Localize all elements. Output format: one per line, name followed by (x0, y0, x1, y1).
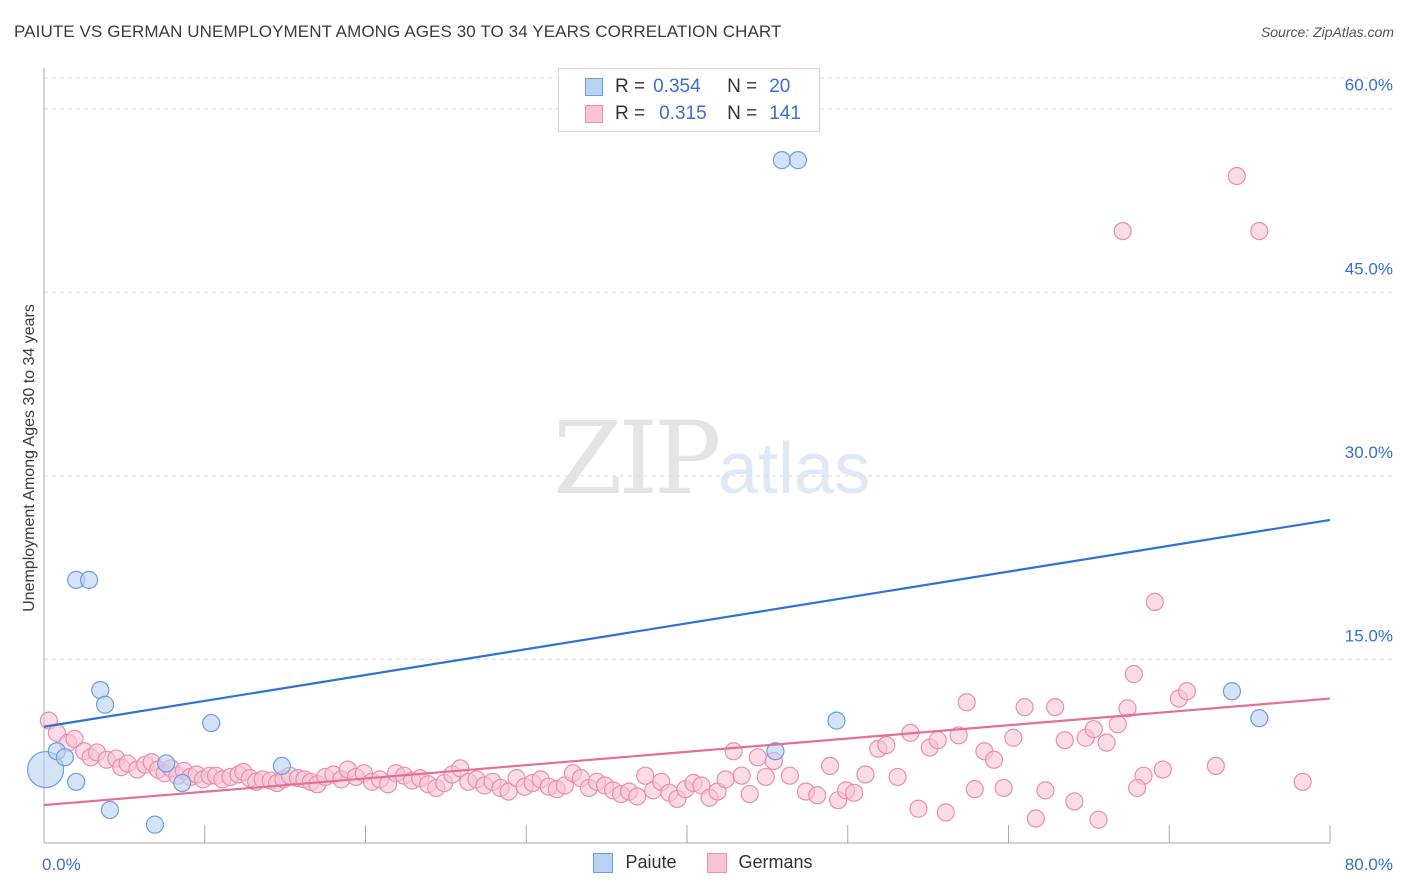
germans-point (748, 748, 767, 767)
paiute-trend-line (43, 518, 1331, 728)
germans-point (1227, 166, 1246, 186)
paiute-point (27, 750, 65, 789)
germans-point (928, 731, 947, 750)
watermark-zip: ZIP (553, 400, 721, 517)
germans-point (724, 742, 743, 761)
germans-point (1108, 715, 1127, 734)
y-tick-label: 30.0% (1345, 443, 1393, 462)
germans-point (957, 693, 976, 712)
paiute-point (95, 695, 115, 714)
chart-title: PAIUTE VS GERMAN UNEMPLOYMENT AMONG AGES… (14, 22, 782, 41)
germans-point (1015, 698, 1034, 717)
series-legend: Paiute Germans (0, 852, 1406, 873)
germans-point (888, 767, 907, 787)
source-credit: Source: ZipAtlas.com (1260, 24, 1394, 40)
germans-swatch (585, 105, 603, 123)
germans-point (994, 778, 1013, 798)
y-tick-label: 60.0% (1345, 76, 1393, 95)
r-label: R = (615, 76, 646, 97)
germans-point (1145, 592, 1164, 612)
paiute-point (157, 754, 176, 773)
y-tick-label: 45.0% (1345, 259, 1393, 278)
germans-point (1293, 772, 1312, 791)
germans-point (1026, 809, 1045, 828)
germans-point (1124, 665, 1143, 684)
paiute-point (173, 773, 192, 793)
germans-point (808, 786, 827, 805)
germans-r-value: 0.315 (659, 103, 707, 124)
germans-n-value: 141 (769, 103, 801, 124)
germans-point (1250, 221, 1269, 241)
germans-point (936, 803, 955, 822)
germans-point (1097, 733, 1116, 752)
germans-point (740, 784, 759, 804)
paiute-point (1250, 709, 1269, 728)
germans-point (1084, 720, 1103, 739)
germans-point (1046, 698, 1065, 717)
germans-point (716, 770, 735, 789)
germans-point (845, 783, 864, 802)
paiute-r-value: 0.354 (653, 76, 701, 97)
paiute-point (766, 742, 785, 761)
legend-row-germans: R = 0.315 N = 141 (559, 101, 801, 127)
paiute-legend-label: Paiute (625, 852, 677, 872)
y-tick-label: 15.0% (1345, 626, 1393, 645)
x-tick-label: 80.0% (1345, 855, 1393, 874)
y-axis-label: Unemployment Among Ages 30 to 34 years (21, 304, 38, 612)
paiute-point (1222, 682, 1242, 701)
r-label: R = (615, 103, 646, 124)
germans-point (1127, 778, 1147, 798)
paiute-point (145, 815, 165, 834)
n-label: N = (727, 103, 758, 124)
germans-trend-line (43, 697, 1331, 807)
germans-point (877, 735, 896, 755)
germans-point (1036, 781, 1055, 800)
germans-point (732, 766, 751, 785)
paiute-legend-swatch (593, 852, 614, 873)
paiute-point (772, 151, 791, 170)
germans-point (949, 726, 968, 745)
germans-legend-label: Germans (738, 852, 813, 872)
n-label: N = (727, 76, 758, 97)
germans-legend-swatch (706, 852, 727, 873)
germans-point (1118, 699, 1137, 718)
germans-point (780, 766, 799, 785)
watermark-atlas: atlas (718, 429, 871, 509)
paiute-point (272, 756, 292, 776)
paiute-point (79, 570, 99, 589)
germans-point (1065, 792, 1084, 811)
germans-point (1177, 682, 1197, 701)
germans-point (1089, 810, 1108, 829)
paiute-point (827, 711, 846, 730)
paiute-point (202, 713, 221, 733)
germans-point (628, 787, 647, 806)
paiute-point (55, 748, 74, 767)
germans-point (636, 766, 655, 785)
germans-point (1055, 731, 1074, 750)
germans-point (984, 750, 1004, 769)
legend-item-germans[interactable]: Germans (706, 852, 813, 873)
germans-point (965, 780, 984, 799)
germans-point (909, 799, 928, 818)
paiute-point (788, 151, 808, 170)
germans-point (820, 756, 840, 776)
x-tick-label: 0.0% (42, 855, 81, 874)
legend-item-paiute[interactable]: Paiute (593, 852, 677, 873)
germans-point (1113, 221, 1132, 241)
germans-point (856, 765, 875, 784)
paiute-swatch (585, 78, 603, 96)
stats-legend: R = 0.354 N = 20 R = 0.315 N = 141 (558, 68, 820, 132)
legend-row-paiute: R = 0.354 N = 20 (559, 74, 790, 100)
germans-point (1153, 760, 1172, 779)
germans-point (756, 767, 775, 787)
paiute-n-value: 20 (769, 76, 791, 97)
germans-point (1004, 728, 1023, 747)
paiute-point (100, 800, 120, 820)
paiute-point (67, 772, 86, 791)
germans-point (451, 759, 470, 778)
germans-point (1206, 756, 1225, 776)
germans-point (65, 729, 84, 749)
